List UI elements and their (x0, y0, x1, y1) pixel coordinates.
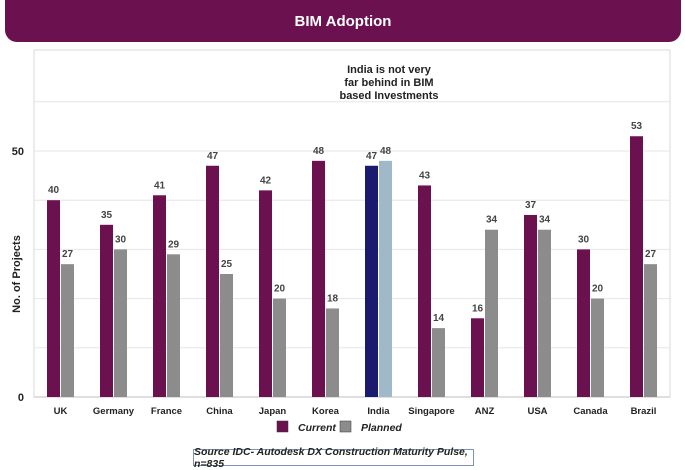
y-tick-label: 0 (18, 392, 24, 404)
bar-current-canada (577, 249, 590, 397)
data-label-planned: 34 (539, 215, 551, 226)
x-tick-label: UK (54, 406, 68, 417)
x-tick-label: Canada (573, 406, 608, 417)
data-label-planned: 30 (115, 234, 127, 245)
x-tick-label: France (151, 406, 182, 417)
x-tick-label: Korea (312, 406, 340, 417)
data-label-planned: 27 (645, 249, 657, 260)
data-label-current: 37 (525, 200, 537, 211)
bar-planned-canada (591, 298, 604, 397)
data-label-planned: 29 (168, 239, 180, 250)
data-label-current: 43 (419, 170, 431, 181)
x-tick-label: ANZ (475, 406, 495, 417)
bar-current-singapore (418, 185, 431, 397)
x-tick-label: Germany (93, 406, 135, 417)
data-label-planned: 48 (380, 146, 392, 157)
data-label-current: 41 (154, 180, 166, 191)
data-label-planned: 14 (433, 313, 445, 324)
data-label-current: 53 (631, 121, 643, 132)
x-tick-label: Brazil (631, 406, 657, 417)
data-label-current: 42 (260, 175, 272, 186)
legend-swatch-planned (339, 420, 352, 433)
bar-current-japan (259, 190, 272, 397)
bar-planned-germany (114, 249, 127, 397)
annotation-text: India is not very far behind in BIM based … (339, 64, 438, 102)
bar-planned-uk (61, 264, 74, 397)
data-label-planned: 20 (274, 284, 286, 295)
x-tick-label: Singapore (408, 406, 454, 417)
data-label-planned: 20 (592, 284, 604, 295)
bar-current-france (153, 195, 166, 397)
bar-current-china (206, 165, 219, 397)
x-tick-label: China (206, 406, 233, 417)
bar-current-uk (47, 200, 60, 397)
data-label-current: 40 (48, 185, 60, 196)
bar-current-korea (312, 160, 325, 397)
data-label-planned: 25 (221, 259, 233, 270)
bar-planned-korea (326, 308, 339, 397)
data-label-planned: 34 (486, 215, 498, 226)
bar-current-germany (100, 224, 113, 397)
source-text: Source IDC- Autodesk DX Construction Mat… (194, 445, 468, 470)
bar-planned-china (220, 274, 233, 397)
bar-planned-brazil (644, 264, 657, 397)
x-tick-label: India (367, 406, 390, 417)
bar-current-anz (471, 318, 484, 397)
bar-planned-anz (485, 229, 498, 397)
data-label-current: 30 (578, 234, 590, 245)
data-label-current: 35 (101, 210, 113, 221)
bar-current-brazil (630, 136, 643, 398)
bar-planned-india (379, 160, 392, 397)
source-note: Source IDC- Autodesk DX Construction Mat… (193, 446, 474, 470)
bar-planned-singapore (432, 328, 445, 397)
data-label-planned: 27 (62, 249, 74, 260)
data-label-planned: 18 (327, 293, 339, 304)
legend-label-current: Current (298, 422, 336, 434)
data-label-current: 47 (366, 151, 378, 162)
bar-planned-japan (273, 298, 286, 397)
bar-planned-france (167, 254, 180, 397)
chart-title-bar: BIM Adoption (5, 0, 681, 42)
x-tick-label: Japan (259, 406, 287, 417)
bar-planned-usa (538, 229, 551, 397)
data-label-current: 16 (472, 303, 484, 314)
data-label-current: 48 (313, 146, 325, 157)
chart-title: BIM Adoption (294, 12, 392, 30)
x-tick-label: USA (527, 406, 547, 417)
data-label-current: 47 (207, 151, 219, 162)
bar-current-usa (524, 214, 537, 397)
bar-current-india (365, 165, 378, 397)
y-tick-label: 50 (12, 146, 24, 158)
y-axis-label: No. of Projects (11, 235, 23, 313)
legend-label-planned: Planned (361, 422, 402, 434)
legend-swatch-current (276, 420, 289, 433)
